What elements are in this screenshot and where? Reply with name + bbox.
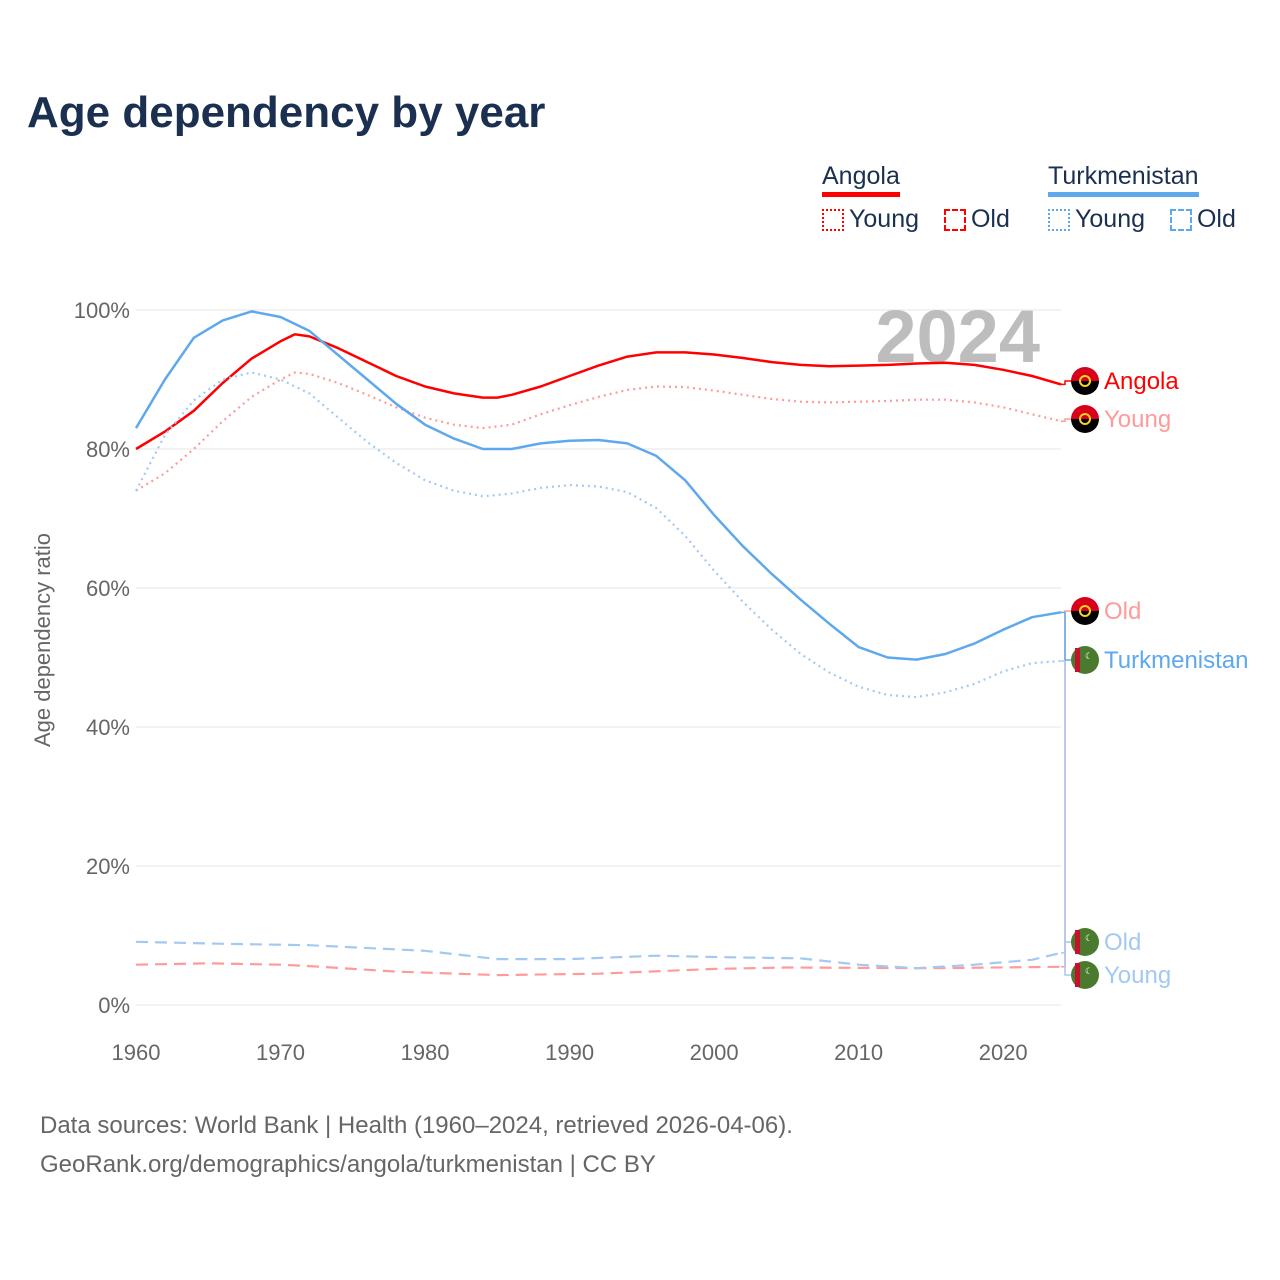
angola-emblem-icon <box>1079 605 1091 617</box>
crescent-icon: ☾ <box>1085 933 1093 943</box>
y-axis-label: Age dependency ratio <box>30 533 55 747</box>
y-tick-label: 60% <box>86 576 130 601</box>
dotted-swatch-icon <box>822 208 844 231</box>
angola-flag-icon <box>1071 611 1099 625</box>
leader-line <box>1061 418 1072 422</box>
series-end-label: Young <box>1104 962 1171 989</box>
y-tick-label: 100% <box>74 298 130 323</box>
source-url: GeoRank.org/demographics/angola/turkmeni… <box>40 1151 656 1178</box>
dashed-swatch-icon <box>1169 208 1192 231</box>
x-tick-label: 2000 <box>690 1040 739 1065</box>
source-note: Data sources: World Bank | Health (1960–… <box>40 1112 793 1139</box>
y-tick-label: 20% <box>86 854 130 879</box>
legend-turkmenistan: Turkmenistan Young Old <box>1048 162 1246 238</box>
series-line-turkmenistan <box>134 310 1062 661</box>
crescent-icon: ☾ <box>1085 966 1093 976</box>
series-line-turkmenistan-young <box>135 371 1062 699</box>
dashed-swatch-icon <box>943 208 966 231</box>
leader-line <box>1061 611 1072 661</box>
leader-line <box>1061 660 1072 976</box>
legend-label: Old <box>1196 205 1236 233</box>
angola-emblem-icon <box>1079 413 1091 425</box>
angola-flag-icon <box>1071 597 1099 611</box>
turkmenistan-flag-stripe-icon <box>1075 930 1080 954</box>
series-end-label: Old <box>1104 598 1141 625</box>
series-line-angola-old <box>135 962 1062 977</box>
series-end-label: Young <box>1104 406 1171 433</box>
angola-flag-icon <box>1071 419 1099 433</box>
turkmenistan-flag-stripe-icon <box>1075 648 1080 672</box>
y-tick-label: 0% <box>98 993 130 1018</box>
turkmenistan-flag-stripe-icon <box>1075 963 1080 987</box>
footer: Data sources: World Bank | Health (1960–… <box>40 1106 793 1184</box>
year-label: 2024 <box>875 295 1040 378</box>
legend-turkmenistan-label: Turkmenistan <box>1048 162 1199 197</box>
x-tick-label: 1980 <box>401 1040 450 1065</box>
angola-flag-icon <box>1071 381 1099 395</box>
chart-title: Age dependency by year <box>27 88 546 137</box>
leader-line <box>1061 380 1072 386</box>
legend-turkmenistan-old[interactable]: Old <box>1169 205 1236 234</box>
leader-line <box>1061 941 1072 954</box>
crescent-icon: ☾ <box>1085 651 1093 661</box>
angola-flag-icon <box>1071 405 1099 419</box>
series-line-angola <box>135 333 1062 451</box>
angola-emblem-icon <box>1079 375 1091 387</box>
series-line-angola-young <box>135 371 1062 492</box>
legend-turkmenistan-young[interactable]: Young <box>1048 205 1145 234</box>
legend-label: Old <box>970 205 1010 233</box>
y-tick-label: 40% <box>86 715 130 740</box>
legend-label: Young <box>1075 205 1145 233</box>
series-end-label: Turkmenistan <box>1104 647 1249 674</box>
legend-label: Young <box>849 205 919 233</box>
x-tick-label: 1970 <box>256 1040 305 1065</box>
x-tick-label: 1960 <box>112 1040 161 1065</box>
x-tick-label: 2020 <box>979 1040 1028 1065</box>
legend-angola-label: Angola <box>822 162 900 197</box>
legend-angola-old[interactable]: Old <box>943 205 1010 234</box>
series-end-label: Angola <box>1104 368 1179 395</box>
x-tick-label: 2010 <box>834 1040 883 1065</box>
legend-angola: Angola Young Old <box>822 162 1020 238</box>
x-tick-label: 1990 <box>545 1040 594 1065</box>
series-end-label: Old <box>1104 929 1141 956</box>
angola-flag-icon <box>1071 367 1099 381</box>
dotted-swatch-icon <box>1048 208 1070 231</box>
series-line-turkmenistan-old <box>135 940 1062 970</box>
leader-line <box>1061 610 1072 968</box>
y-tick-label: 80% <box>86 437 130 462</box>
legend-angola-young[interactable]: Young <box>822 205 919 234</box>
